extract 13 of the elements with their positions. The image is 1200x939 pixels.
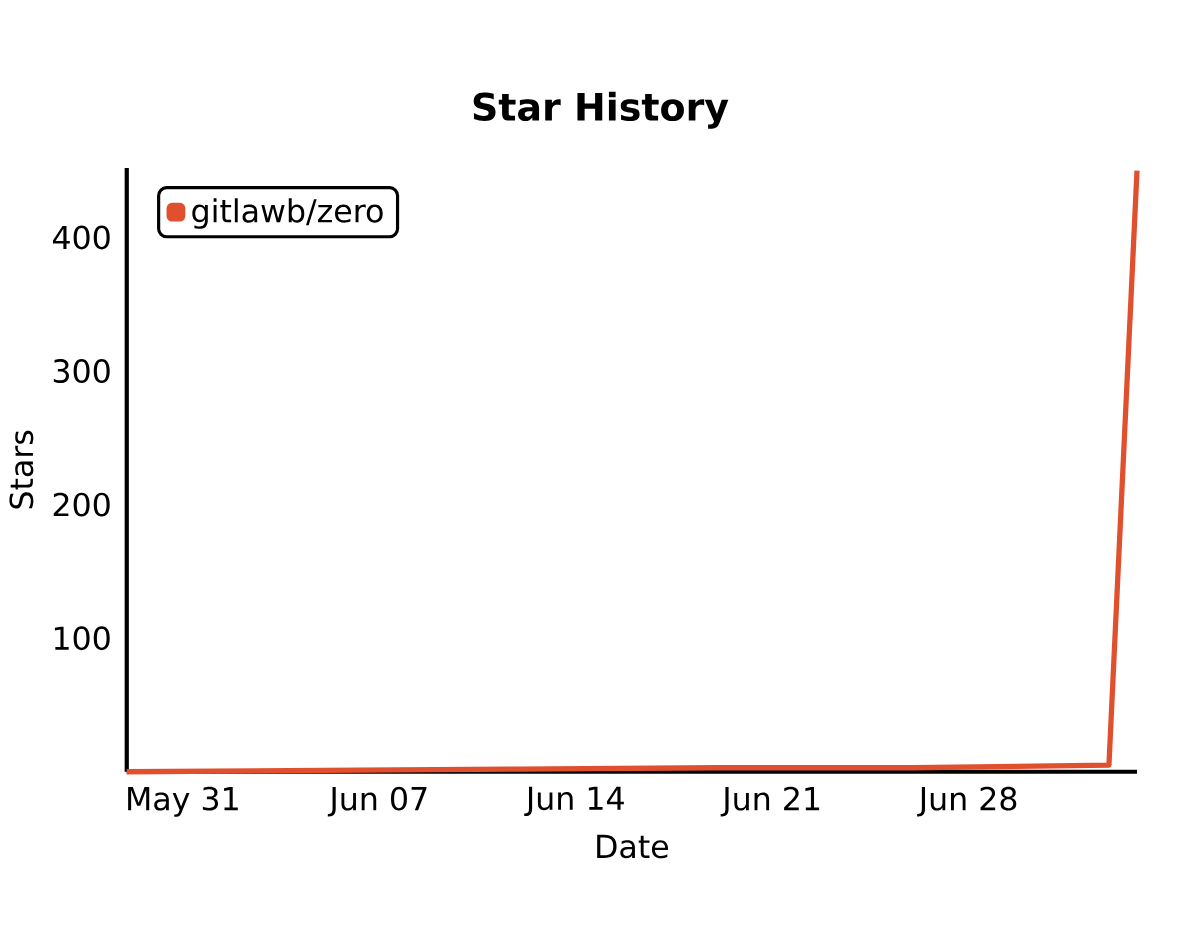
x-tick-label: Jun 07 — [327, 786, 427, 817]
y-tick-label: 100 — [54, 626, 110, 651]
x-tick-label: May 31 — [128, 786, 238, 817]
x-axis-title: Date — [597, 834, 668, 859]
y-axis-title: Stars — [9, 430, 34, 509]
x-tick-label: Jun 21 — [720, 786, 820, 817]
x-tick-label: Jun 14 — [524, 786, 624, 817]
y-tick-label: 200 — [53, 492, 110, 517]
x-tick-label: Jun 28 — [917, 786, 1017, 817]
legend-label: gitlawb/zero — [192, 198, 383, 229]
y-tick-label: 400 — [52, 225, 110, 250]
chart-title: Star History — [473, 91, 729, 129]
y-tick-label: 300 — [53, 359, 110, 383]
